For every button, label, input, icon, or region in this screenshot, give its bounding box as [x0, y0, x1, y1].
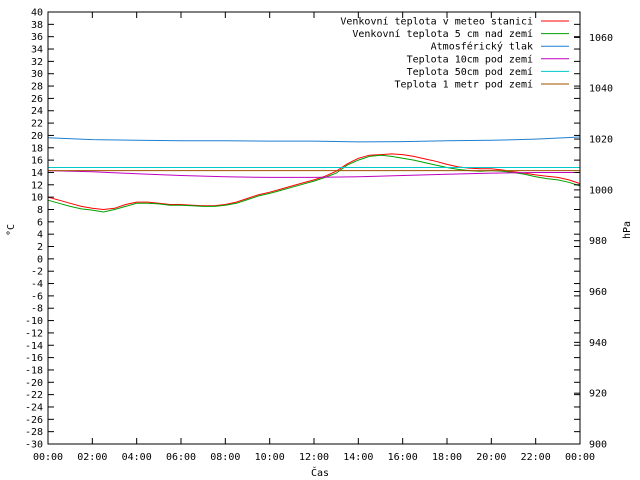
x-tick-label: 22:00 [521, 452, 551, 463]
y-tick-label: 32 [31, 57, 43, 68]
x-tick-label: 04:00 [122, 452, 152, 463]
y2-tick-label: 1060 [589, 33, 613, 44]
y-axis-label: °C [6, 224, 17, 236]
y-tick-label: 36 [31, 32, 43, 43]
x-tick-label: 14:00 [343, 452, 373, 463]
y-tick-label: 22 [31, 119, 43, 130]
y2-tick-label: 1020 [589, 135, 613, 146]
x-tick-label: 16:00 [388, 452, 418, 463]
x-tick-label: 02:00 [77, 452, 107, 463]
y2-tick-label: 980 [589, 236, 607, 247]
y-tick-label: -28 [25, 427, 43, 438]
legend-label: Atmosférický tlak [431, 41, 533, 53]
y-tick-label: 34 [31, 45, 43, 56]
x-tick-label: 18:00 [432, 452, 462, 463]
y-tick-label: -14 [25, 341, 43, 352]
y-tick-label: 12 [31, 180, 43, 191]
y-tick-label: 8 [37, 205, 43, 216]
y-tick-label: 14 [31, 168, 43, 179]
legend-label: Teplota 50cm pod zemí [407, 66, 533, 78]
legend-label: Venkovní teplota 5 cm nad zemí [352, 28, 533, 40]
y-tick-label: 0 [37, 254, 43, 265]
right-axis: 1060 1040 1020 1000 980 960 940 920 900 [574, 33, 613, 451]
y-tick-label: -4 [31, 279, 43, 290]
y-tick-label: -24 [25, 402, 43, 413]
y2-tick-label: 960 [589, 287, 607, 298]
y-tick-label: -22 [25, 390, 43, 401]
left-axis: 4038363432302826242220181614121086420-2-… [25, 8, 580, 451]
y-tick-label: 28 [31, 82, 43, 93]
y-tick-label: -2 [31, 267, 43, 278]
y-tick-label: 6 [37, 217, 43, 228]
x-tick-label: 00:00 [565, 452, 595, 463]
y-tick-label: -12 [25, 328, 43, 339]
y-tick-label: 4 [37, 230, 43, 241]
y-tick-label: 38 [31, 20, 43, 31]
y-tick-label: -6 [31, 291, 43, 302]
x-tick-label: 00:00 [33, 452, 63, 463]
y-tick-label: -16 [25, 353, 43, 364]
y-tick-label: -30 [25, 440, 43, 451]
y2-tick-label: 900 [589, 440, 607, 451]
y2-tick-label: 1040 [589, 84, 613, 95]
y-tick-label: 24 [31, 106, 43, 117]
x-tick-label: 12:00 [299, 452, 329, 463]
y-tick-label: 26 [31, 94, 43, 105]
x-tick-label: 20:00 [476, 452, 506, 463]
y-tick-label: -10 [25, 316, 43, 327]
y2-axis-label: hPa [622, 221, 633, 239]
series-line-3 [47, 136, 581, 143]
series-layer [47, 136, 581, 213]
series-line-1 [47, 153, 581, 211]
y2-tick-label: 1000 [589, 185, 613, 196]
y-tick-label: 16 [31, 156, 43, 167]
x-tick-label: 08:00 [210, 452, 240, 463]
series-line-2 [47, 154, 581, 213]
y-tick-label: -8 [31, 304, 43, 315]
y-tick-label: 40 [31, 8, 43, 19]
y-tick-label: 10 [31, 193, 43, 204]
y-tick-label: 30 [31, 69, 43, 80]
y-tick-label: 2 [37, 242, 43, 253]
y-tick-label: -26 [25, 415, 43, 426]
legend-label: Venkovní teplota v meteo stanici [340, 16, 533, 28]
y2-tick-label: 920 [589, 389, 607, 400]
legend-label: Teplota 10cm pod zemí [407, 53, 533, 65]
y-tick-label: -18 [25, 365, 43, 376]
y-tick-label: 20 [31, 131, 43, 142]
legend: Venkovní teplota v meteo staniciVenkovní… [340, 16, 569, 91]
y-tick-label: 18 [31, 143, 43, 154]
y-tick-label: -20 [25, 378, 43, 389]
x-axis: 00:00 02:00 04:00 06:00 08:00 10:00 12:00 14:00… [33, 12, 595, 463]
legend-label: Teplota 1 metr pod zemí [395, 79, 533, 91]
x-axis-label: Čas [311, 466, 329, 479]
y2-tick-label: 940 [589, 338, 607, 349]
series-line-4 [47, 170, 580, 178]
x-tick-label: 10:00 [255, 452, 285, 463]
x-tick-label: 06:00 [166, 452, 196, 463]
